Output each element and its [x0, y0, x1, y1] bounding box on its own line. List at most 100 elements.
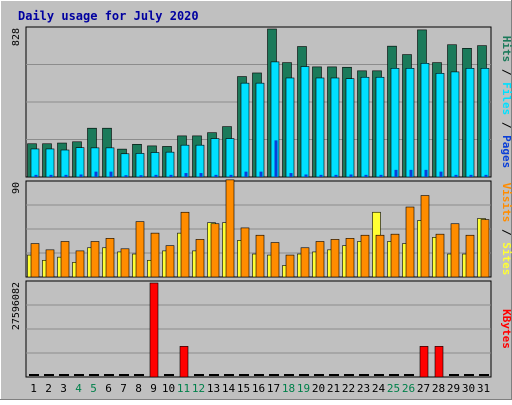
panel-legend: Hits / Files / Pages — [500, 36, 512, 169]
panel-sites-visits: 90 Visits / Sites — [11, 179, 512, 278]
panel-kbytes: 27596082 KBytes — [11, 280, 512, 378]
legend-item-kbytes: KBytes — [500, 309, 512, 349]
x-tick-label-day-30: 30 — [462, 382, 475, 395]
x-tick-label-day-12: 12 — [192, 382, 205, 395]
bar-pages-day-30 — [469, 174, 473, 177]
bar-files-day-12 — [195, 144, 205, 178]
bar-visits-day-6 — [105, 238, 115, 278]
y-axis-max-label: 27596082 — [11, 282, 22, 330]
panel-pages-files-hits: 828 Hits / Files / Pages — [11, 26, 512, 178]
bar-pages-day-9 — [154, 174, 158, 177]
x-tick-label-day-9: 9 — [150, 382, 157, 395]
bar-files-day-7 — [120, 153, 130, 178]
bar-pages-day-26 — [409, 169, 413, 177]
bar-pages-day-24 — [379, 174, 383, 177]
x-tick-label-day-18: 18 — [282, 382, 295, 395]
bar-files-day-16 — [255, 82, 265, 178]
bar-pages-day-2 — [49, 174, 53, 177]
bar-pages-day-4 — [79, 174, 83, 177]
bar-files-day-30 — [465, 68, 475, 178]
bar-visits-day-18 — [285, 254, 295, 278]
bar-pages-day-21 — [334, 174, 338, 177]
bar-files-day-31 — [480, 68, 490, 178]
x-tick-label-day-19: 19 — [297, 382, 310, 395]
x-tick-label-day-25: 25 — [387, 382, 400, 395]
bar-visits-day-11 — [180, 211, 190, 278]
bar-visits-day-30 — [465, 234, 475, 278]
legend-item-pages: Pages — [500, 135, 512, 168]
bar-pages-day-14 — [229, 174, 233, 177]
bar-files-day-18 — [285, 77, 295, 178]
bar-visits-day-5 — [90, 241, 100, 278]
bar-files-day-8 — [135, 153, 145, 178]
bar-visits-day-16 — [255, 234, 265, 278]
bar-visits-day-4 — [75, 250, 85, 278]
bar-files-day-2 — [45, 148, 55, 178]
x-tick-label-day-15: 15 — [237, 382, 250, 395]
bar-files-day-25 — [390, 68, 400, 178]
bar-pages-day-20 — [319, 174, 323, 177]
x-tick-label-day-1: 1 — [30, 382, 37, 395]
bar-visits-day-26 — [405, 206, 415, 278]
bar-pages-day-27 — [424, 169, 428, 177]
bar-pages-day-22 — [349, 174, 353, 177]
legend-item-files: Files — [500, 82, 512, 115]
bar-kbytes-day-27 — [419, 346, 429, 378]
x-tick-label-day-21: 21 — [327, 382, 340, 395]
panel-legend: Visits / Sites — [500, 183, 512, 276]
bar-pages-day-31 — [484, 174, 488, 177]
bar-visits-day-3 — [60, 241, 70, 278]
x-tick-label-day-26: 26 — [402, 382, 415, 395]
bar-visits-day-20 — [315, 241, 325, 278]
y-axis-max-label: 90 — [11, 182, 22, 194]
x-tick-label-day-28: 28 — [432, 382, 445, 395]
bar-visits-day-8 — [135, 221, 145, 278]
x-tick-label-day-2: 2 — [45, 382, 52, 395]
bar-visits-day-13 — [210, 223, 220, 278]
bar-visits-day-28 — [435, 233, 445, 278]
bar-pages-day-29 — [454, 174, 458, 177]
bar-visits-day-10 — [165, 245, 175, 278]
x-tick-label-day-6: 6 — [105, 382, 112, 395]
bar-pages-day-15 — [244, 171, 248, 177]
x-tick-label-day-13: 13 — [207, 382, 220, 395]
bar-visits-day-15 — [240, 227, 250, 278]
bar-files-day-23 — [360, 76, 370, 178]
bar-visits-day-2 — [45, 249, 55, 278]
bar-files-day-24 — [375, 76, 385, 178]
bar-pages-day-19 — [304, 174, 308, 177]
bar-files-day-10 — [165, 151, 175, 178]
bar-pages-day-13 — [214, 174, 218, 177]
bar-files-day-9 — [150, 152, 160, 178]
bar-files-day-27 — [420, 63, 430, 178]
bar-files-day-13 — [210, 138, 220, 178]
bar-pages-day-23 — [364, 174, 368, 177]
panel-legend: KBytes — [500, 309, 512, 349]
x-tick-label-day-7: 7 — [120, 382, 127, 395]
legend-item-sites: Sites — [500, 242, 512, 275]
bar-visits-day-22 — [345, 238, 355, 278]
bar-pages-day-28 — [439, 171, 443, 177]
bar-pages-day-18 — [289, 173, 293, 177]
bar-pages-day-5 — [94, 171, 98, 177]
bar-kbytes-day-9 — [149, 282, 159, 378]
bar-files-day-28 — [435, 73, 445, 178]
bar-files-day-20 — [315, 77, 325, 178]
bar-pages-day-25 — [394, 169, 398, 177]
x-tick-label-day-31: 31 — [477, 382, 490, 395]
bar-files-day-1 — [30, 148, 40, 178]
bar-visits-day-17 — [270, 242, 280, 278]
bar-files-day-21 — [330, 77, 340, 178]
x-tick-label-day-11: 11 — [177, 382, 190, 395]
legend-item-visits: Visits — [500, 183, 512, 223]
bar-kbytes-day-28 — [434, 346, 444, 378]
x-tick-label-day-4: 4 — [75, 382, 82, 395]
bar-pages-day-11 — [184, 173, 188, 177]
x-tick-label-day-16: 16 — [252, 382, 265, 395]
bar-visits-day-14 — [225, 179, 235, 278]
x-tick-label-day-3: 3 — [60, 382, 67, 395]
x-tick-label-day-23: 23 — [357, 382, 370, 395]
bar-files-day-3 — [60, 149, 70, 178]
